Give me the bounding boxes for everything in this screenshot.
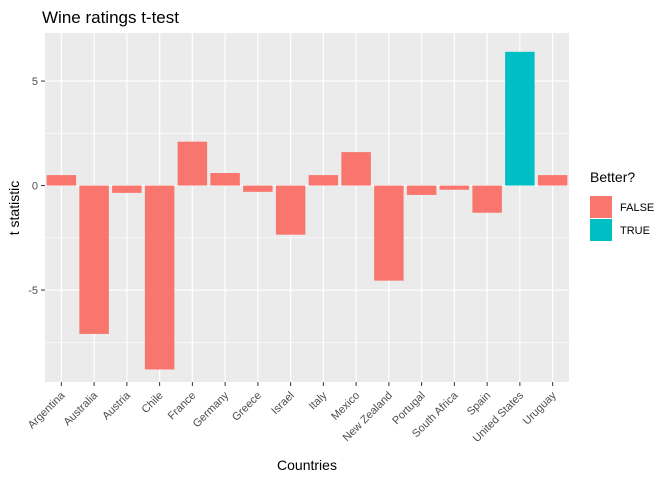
- y-axis-title: t statistic: [6, 181, 22, 235]
- x-axis-title: Countries: [277, 457, 337, 473]
- legend-key-false: [590, 196, 612, 218]
- legend: Better? FALSE TRUE: [590, 169, 654, 241]
- legend-title: Better?: [590, 169, 635, 185]
- bar-south-africa: [439, 185, 470, 190]
- bar-chile: [144, 185, 175, 370]
- legend-key-true: [590, 219, 612, 241]
- x-tick-label: Germany: [191, 389, 232, 430]
- bar-austria: [112, 185, 142, 193]
- bar-mexico: [341, 152, 371, 186]
- bar-portugal: [406, 185, 437, 195]
- bar-italy: [308, 175, 339, 186]
- x-tick-label: Italy: [307, 389, 330, 412]
- y-tick-label: 5: [32, 76, 38, 88]
- x-tick-label: Australia: [61, 389, 100, 428]
- bar-new-zealand: [374, 185, 404, 281]
- x-tick-label: Greece: [230, 390, 264, 424]
- y-axis: -5 0 5: [28, 76, 45, 297]
- bar-germany: [210, 173, 240, 186]
- bar-greece: [243, 185, 273, 192]
- bar-france: [177, 141, 208, 186]
- x-tick-label: Austria: [100, 389, 133, 422]
- x-tick-label: Israel: [269, 390, 297, 418]
- bar-united-states: [505, 51, 535, 186]
- x-tick-label: Spain: [465, 390, 493, 418]
- legend-label-true: TRUE: [620, 225, 650, 237]
- legend-items: FALSE TRUE: [590, 196, 654, 241]
- legend-label-false: FALSE: [620, 202, 654, 214]
- x-tick-label: Chile: [140, 390, 166, 416]
- bar-spain: [472, 185, 502, 213]
- bar-argentina: [46, 175, 77, 186]
- bar-australia: [79, 185, 109, 334]
- y-tick-label: -5: [28, 285, 38, 297]
- bar-israel: [275, 185, 306, 235]
- x-tick-label: Uruguay: [521, 389, 559, 427]
- bars: [46, 51, 568, 370]
- bar-uruguay: [537, 175, 568, 186]
- x-tick-label: Argentina: [26, 389, 68, 431]
- chart-title: Wine ratings t-test: [42, 8, 179, 27]
- y-tick-label: 0: [32, 181, 38, 193]
